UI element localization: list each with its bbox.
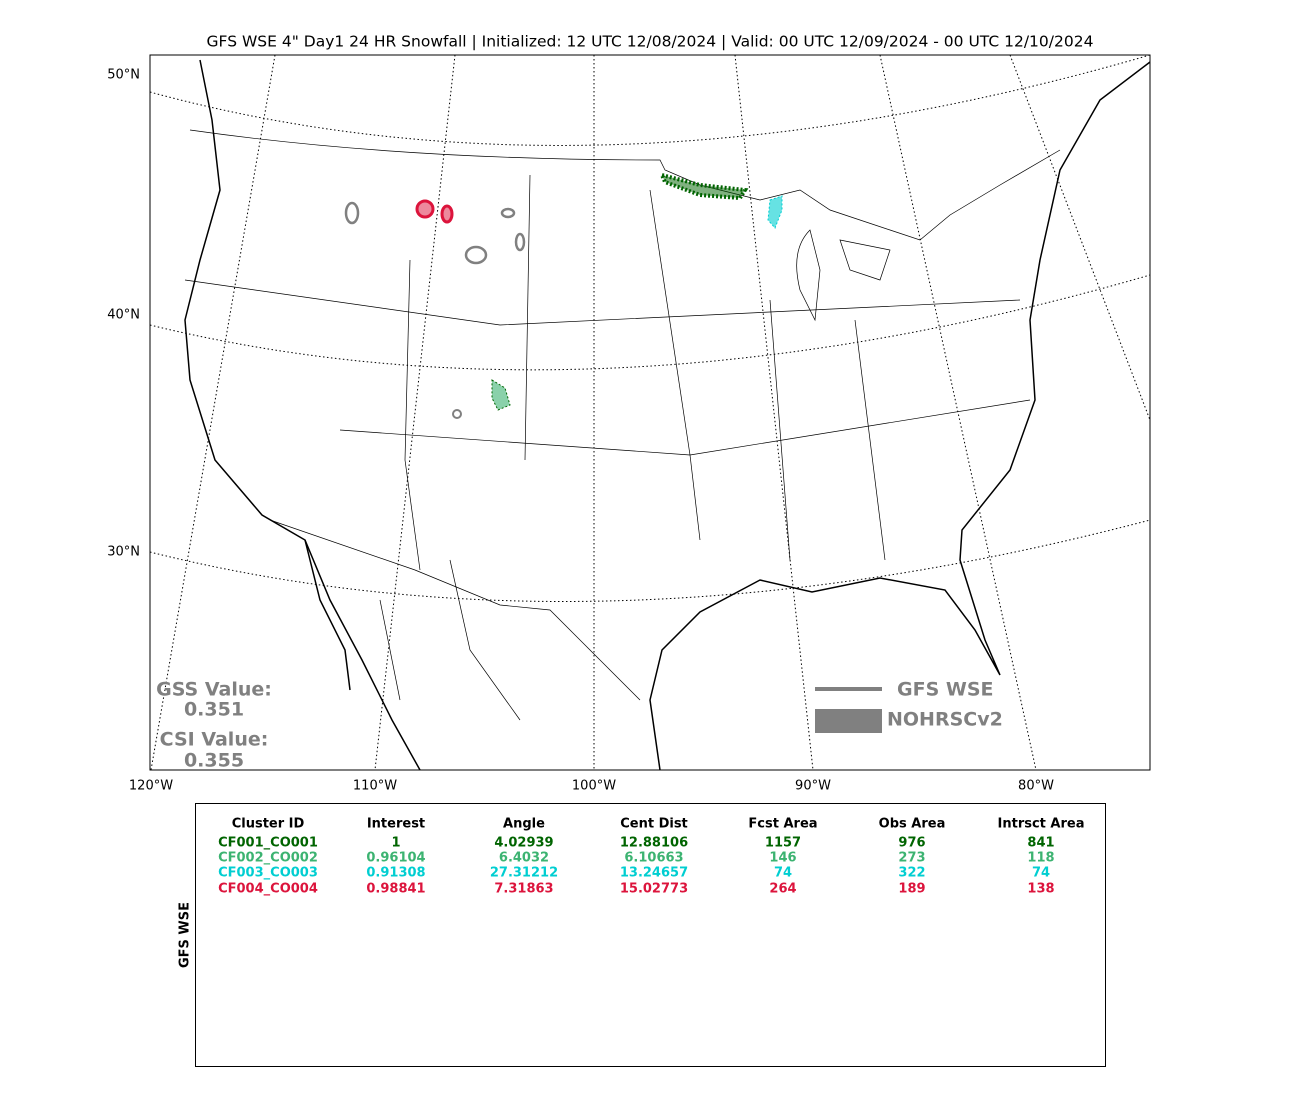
lat-label: 50°N (107, 68, 140, 83)
column-header: Intrsct Area (998, 817, 1085, 832)
table-cell: 273 (898, 851, 925, 866)
table-cell: 841 (1027, 836, 1054, 851)
legend-patch (815, 709, 882, 733)
column-header: Fcst Area (748, 817, 817, 832)
legend-label: GFS WSE (897, 679, 994, 701)
table-cell: 74 (1032, 866, 1050, 881)
table-cell: 118 (1027, 851, 1054, 866)
lat-label: 40°N (107, 308, 140, 323)
table-cell: 1 (391, 836, 400, 851)
table-cell: 1157 (765, 836, 801, 851)
title: GFS WSE 4" Day1 24 HR Snowfall | Initial… (207, 33, 1094, 51)
table-cell: 189 (898, 882, 925, 897)
table-cell: 264 (769, 882, 796, 897)
table-cell: 322 (898, 866, 925, 881)
column-header: Obs Area (879, 817, 946, 832)
table-cell: CF004_CO004 (218, 882, 318, 897)
table-cell: CF001_CO001 (218, 836, 318, 851)
lon-label: 90°W (795, 779, 831, 794)
score-value: 0.355 (184, 750, 244, 772)
lon-label: 80°W (1018, 779, 1054, 794)
lon-label: 110°W (353, 779, 397, 794)
side-label: GFS WSE (178, 902, 193, 968)
column-header: Interest (367, 817, 425, 832)
table-cell: 6.10663 (624, 851, 683, 866)
table-cell: 7.31863 (494, 882, 553, 897)
table-cell: 0.91308 (366, 866, 425, 881)
column-header: Cluster ID (232, 817, 305, 832)
table-cell: 15.02773 (620, 882, 688, 897)
legend-label: NOHRSCv2 (887, 709, 1003, 731)
lat-label: 30°N (107, 545, 140, 560)
score-label: GSS Value: (156, 679, 272, 701)
lon-label: 120°W (129, 779, 173, 794)
map (150, 55, 1150, 770)
lon-label: 100°W (572, 779, 616, 794)
table-frame (195, 803, 1106, 1067)
table-cell: CF002_CO002 (218, 851, 318, 866)
table-cell: 4.02939 (494, 836, 553, 851)
column-header: Angle (503, 817, 545, 832)
table-cell: 12.88106 (620, 836, 688, 851)
table-cell: CF003_CO003 (218, 866, 318, 881)
table-cell: 0.96104 (366, 851, 425, 866)
score-value: 0.351 (184, 699, 244, 721)
table-cell: 13.24657 (620, 866, 688, 881)
score-label: CSI Value: (160, 729, 269, 751)
column-header: Cent Dist (620, 817, 688, 832)
table-cell: 0.98841 (366, 882, 425, 897)
table-cell: 976 (898, 836, 925, 851)
table-cell: 74 (774, 866, 792, 881)
table-cell: 27.31212 (490, 866, 558, 881)
table-cell: 6.4032 (499, 851, 549, 866)
table-cell: 146 (769, 851, 796, 866)
map-frame (149, 54, 1151, 771)
table-cell: 138 (1027, 882, 1054, 897)
